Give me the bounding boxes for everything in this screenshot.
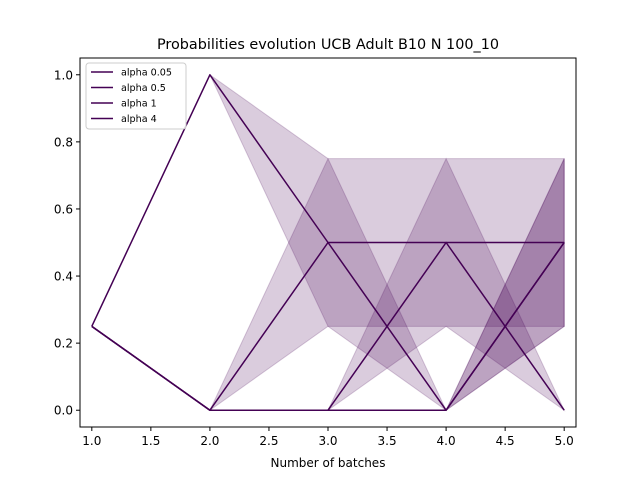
x-axis-label: Number of batches (271, 456, 386, 470)
x-tick-label: 1.5 (141, 434, 160, 448)
y-tick-label: 0.6 (54, 202, 73, 216)
y-tick-label: 0.2 (54, 337, 73, 351)
x-tick-label: 2.0 (200, 434, 219, 448)
legend-frame (85, 62, 187, 130)
y-tick-label: 0.0 (54, 404, 73, 418)
x-tick-label: 2.5 (259, 434, 278, 448)
x-tick-label: 4.0 (437, 434, 456, 448)
x-tick-label: 3.5 (378, 434, 397, 448)
x-tick-label: 4.5 (496, 434, 515, 448)
legend-label: alpha 0.05 (121, 68, 172, 79)
chart-title: Probabilities evolution UCB Adult B10 N … (157, 37, 499, 53)
legend: alpha 0.05 alpha 0.5 alpha 1 alpha 4 (85, 62, 187, 130)
series-lines (91, 74, 565, 411)
y-tick-label: 1.0 (54, 68, 73, 82)
x-tick-label: 5.0 (555, 434, 574, 448)
legend-label: alpha 4 (121, 114, 157, 125)
legend-label: alpha 0.5 (121, 83, 166, 94)
x-axis: 1.0 1.5 2.0 2.5 3.0 3.5 4.0 4.5 5.0 (82, 427, 574, 448)
x-tick-label: 3.0 (318, 434, 337, 448)
x-tick-label: 1.0 (82, 434, 101, 448)
legend-label: alpha 1 (121, 99, 157, 110)
series-line (91, 242, 565, 411)
y-tick-label: 0.4 (54, 270, 73, 284)
y-axis: 0.0 0.2 0.4 0.6 0.8 1.0 (54, 68, 80, 418)
y-tick-label: 0.8 (54, 135, 73, 149)
